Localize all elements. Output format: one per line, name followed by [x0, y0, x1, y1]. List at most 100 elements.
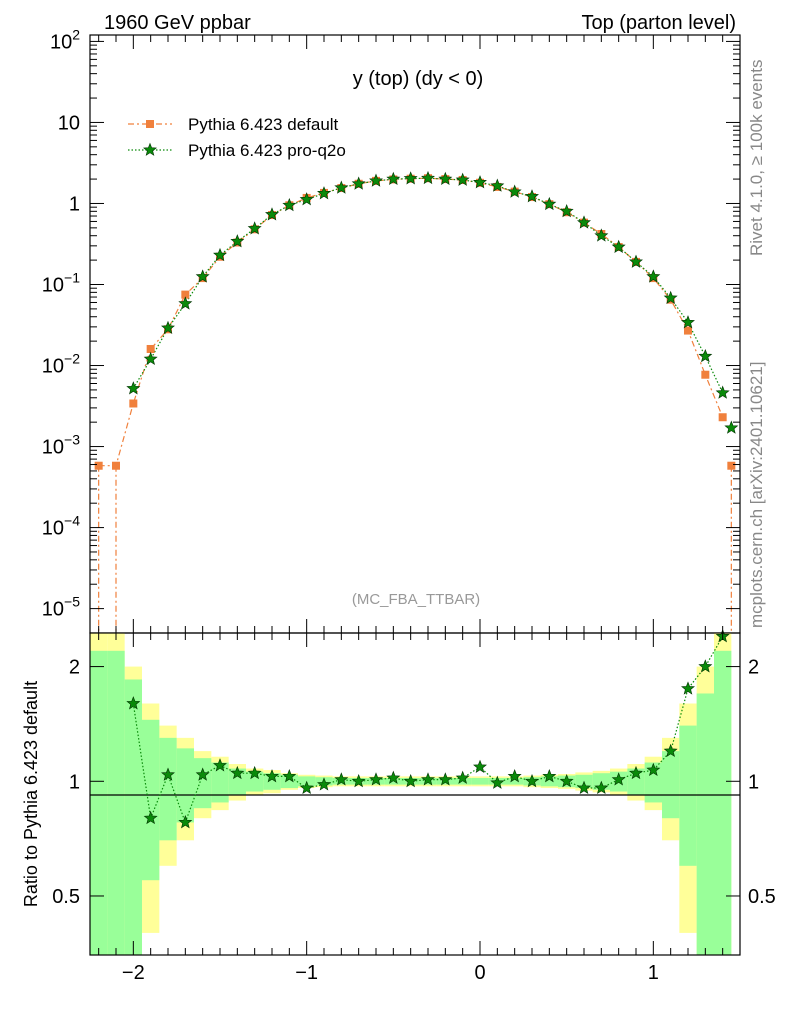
ratio-band-inner [644, 762, 662, 803]
series-proq2o-point [507, 184, 522, 198]
ratio-band-inner [246, 771, 264, 792]
ratio-proq2o-point [542, 769, 557, 783]
ratio-band-inner [228, 768, 246, 796]
y-tick-label: 10−4 [42, 513, 80, 540]
ratio-plot-frame [89, 632, 741, 956]
ratio-proq2o-point [421, 772, 435, 786]
series-default-line [98, 177, 724, 467]
x-tick-label: 0 [474, 962, 485, 984]
series-proq2o-point [715, 385, 730, 399]
series-proq2o-point [317, 186, 331, 200]
ratio-proq2o-point [334, 772, 349, 786]
series-proq2o-point [646, 269, 661, 283]
ratio-band-inner [714, 650, 732, 955]
rivet-version-label: Rivet 4.1.0, ≥ 100k events [747, 60, 766, 256]
series-default-point [701, 370, 710, 379]
series-proq2o-point [698, 348, 713, 363]
ratio-y-tick-label: 0.5 [52, 886, 80, 908]
ratio-proq2o-point [698, 659, 713, 673]
y-tick-label: 10−1 [42, 269, 80, 296]
series-proq2o-point [559, 203, 574, 218]
series-default-point [146, 344, 155, 353]
ratio-proq2o-point [351, 773, 366, 788]
series-default-point [727, 461, 736, 470]
series-proq2o-point [265, 207, 279, 221]
ratio-band-inner [696, 693, 714, 955]
ratio-band-inner [384, 778, 402, 785]
ratio-band-inner [679, 725, 697, 866]
series-proq2o-point [577, 215, 591, 229]
ratio-band-inner [280, 774, 298, 789]
ratio-proq2o-point [559, 773, 574, 788]
series-proq2o-point [611, 239, 626, 253]
ratio-proq2o-point [178, 815, 193, 829]
series-proq2o-point [282, 197, 297, 212]
series-proq2o-line [132, 177, 724, 394]
ratio-y-tick-label-right: 0.5 [748, 886, 776, 908]
ratio-y-tick-label-right: 1 [748, 771, 759, 793]
ratio-proq2o-point [213, 758, 227, 772]
series-proq2o-point [455, 172, 470, 186]
legend-label-proq2o: Pythia 6.423 pro-q2o [188, 141, 346, 160]
ratio-proq2o-point [317, 777, 331, 791]
ratio-y-tick-label: 1 [69, 771, 80, 793]
legend-square-marker [146, 120, 154, 128]
y-tick-label: 10−5 [42, 594, 80, 621]
ratio-proq2o-point [646, 762, 661, 777]
ratio-band-inner [90, 650, 108, 955]
series-proq2o-point [230, 234, 245, 248]
legend-star-marker [143, 142, 157, 156]
ratio-proq2o-point [681, 681, 695, 695]
ratio-band-inner [454, 778, 472, 785]
ratio-band-inner [194, 758, 212, 809]
ratio-band-inner [263, 773, 281, 790]
series-proq2o-point [403, 171, 418, 185]
y-tick-label: 1 [69, 193, 80, 215]
collider-label: 1960 GeV ppbar [104, 12, 251, 34]
ratio-proq2o-point [369, 772, 383, 786]
series-proq2o-point [143, 351, 158, 366]
series-default-point [129, 399, 138, 408]
series-default-point [181, 290, 190, 299]
series-proq2o-point [473, 175, 487, 189]
ratio-proq2o-point [299, 780, 314, 794]
ratio-band-inner [176, 748, 194, 823]
ratio-proq2o-point [507, 769, 522, 783]
series-proq2o-point [351, 176, 366, 190]
ratio-band-inner [142, 719, 160, 881]
main-plot-panel: 102 10 1 10−1 10−2 10−3 10−4 10−5 y (top) (dy <… [42, 26, 741, 634]
x-tick-label: 1 [648, 962, 659, 984]
ratio-proq2o-point [577, 780, 591, 794]
ratio-proq2o-point [490, 775, 505, 789]
series-proq2o-point [681, 315, 695, 329]
ratio-proq2o-point [230, 765, 245, 780]
series-proq2o-point [386, 171, 401, 186]
ratio-proq2o-point [195, 767, 210, 781]
series-proq2o-point [490, 178, 505, 192]
ratio-band-inner [627, 768, 645, 796]
ratio-proq2o-point [438, 772, 453, 786]
ratio-band-inner [540, 776, 558, 787]
y-tick-label: 10 [58, 112, 80, 134]
x-tick-label: −1 [295, 962, 318, 984]
series-default-point [94, 461, 103, 470]
series-proq2o-point [299, 192, 314, 206]
series-proq2o-point [421, 170, 435, 185]
ratio-proq2o-point [611, 772, 626, 786]
ratio-band-inner [662, 751, 680, 819]
ratio-proq2o-point [126, 696, 141, 710]
series-proq2o-point [724, 420, 739, 434]
mcplots-reference-label: mcplots.cern.ch [arXiv:2401.10621] [747, 362, 766, 628]
ratio-proq2o-point [629, 765, 643, 780]
ratio-proq2o-point [247, 765, 262, 780]
ratio-band-inner [159, 737, 177, 841]
y-tick-label: 102 [50, 26, 80, 53]
ratio-proq2o-point [265, 769, 279, 783]
series-proq2o-point [161, 320, 175, 334]
ratio-proq2o-point [386, 770, 401, 784]
ratio-proq2o-point [594, 780, 609, 794]
ratio-proq2o-point [663, 743, 678, 758]
ratio-y-axis-label: Ratio to Pythia 6.423 default [21, 681, 41, 907]
ratio-proq2o-point [473, 759, 487, 773]
series-default-point [112, 461, 120, 470]
